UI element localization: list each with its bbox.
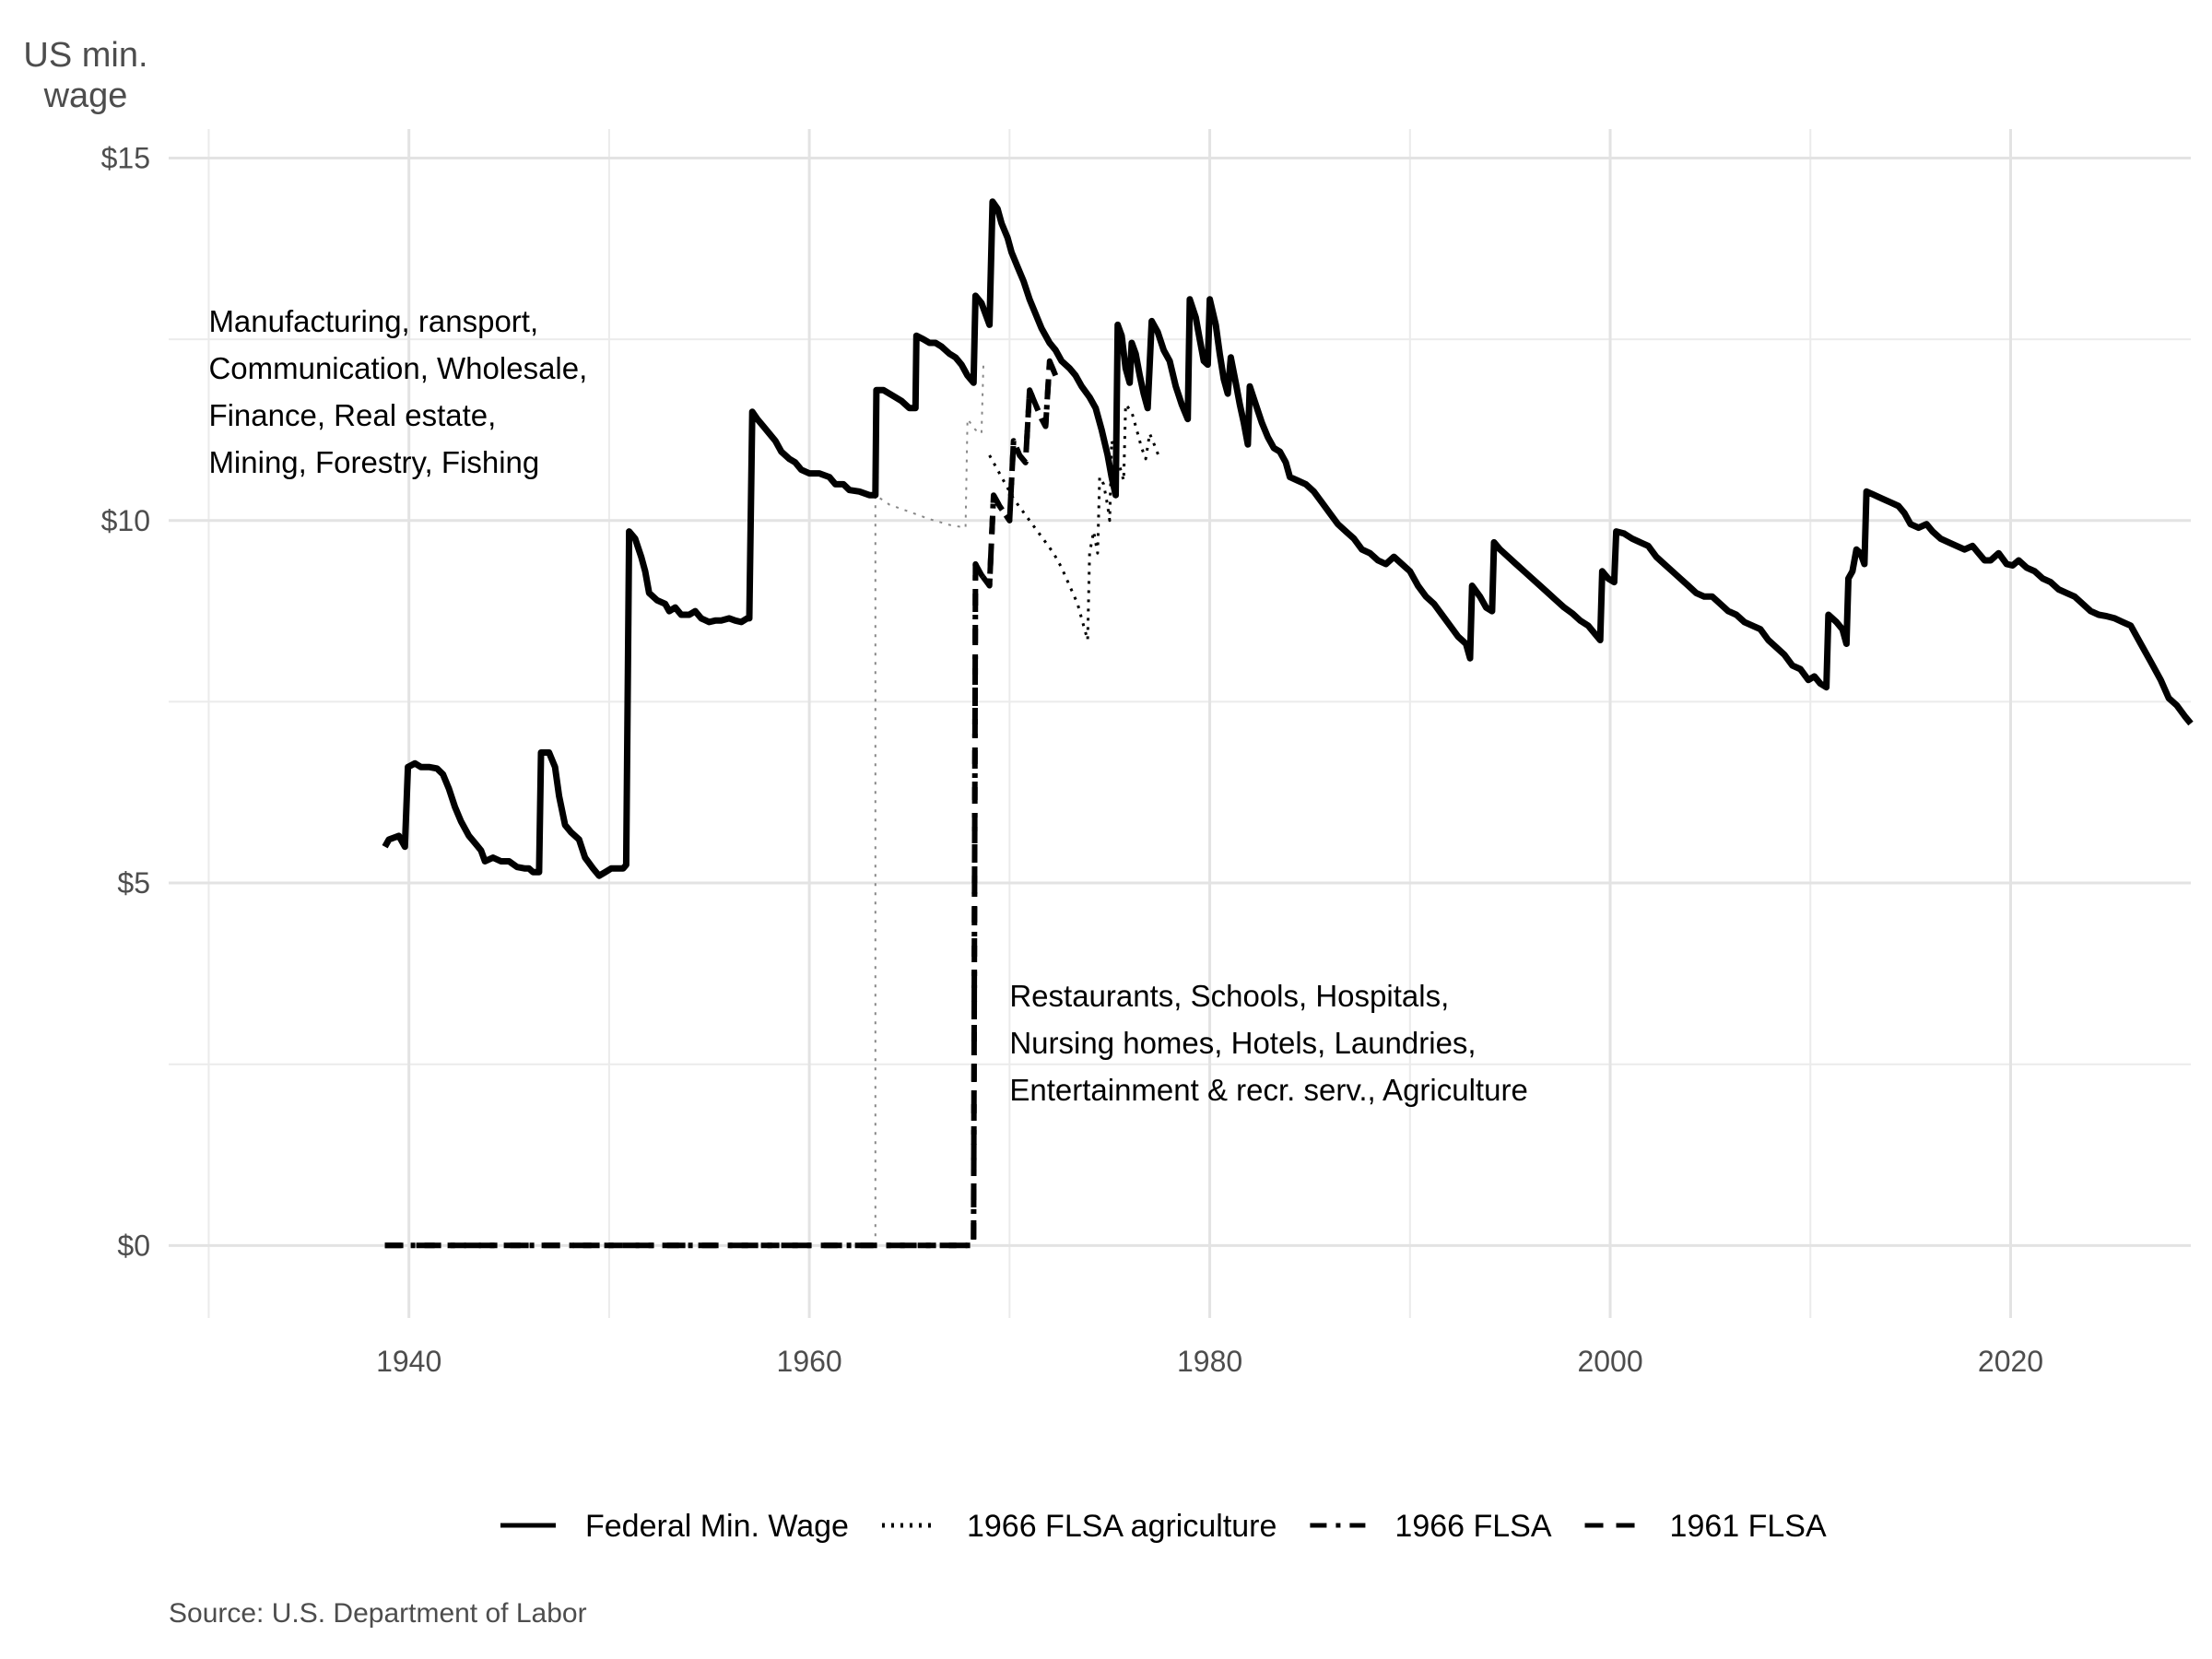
annotation-line: Mining, Forestry, Fishing [208,445,539,479]
series-line-1966-flsa [384,358,1059,1249]
annotations: Manufacturing, ransport, Communication, W… [208,304,1527,1107]
legend-label: 1966 FLSA agriculture [967,1509,1277,1544]
x-tick-label: 2020 [1978,1345,2043,1378]
annotation-line: Finance, Real estate, [208,398,496,432]
annotation-line: Restaurants, Schools, Hospitals, [1009,979,1449,1013]
y-tick-label: $15 [101,141,150,174]
x-tick-label: 1980 [1177,1345,1242,1378]
annotation-line: Communication, Wholesale, [208,351,587,385]
y-axis-label-line: wage [43,76,128,115]
y-axis-label: US min.wage [23,36,147,115]
series-layer [382,198,2194,1249]
annotation-line: Nursing homes, Hotels, Laundries, [1009,1026,1476,1060]
legend-label: 1961 FLSA [1670,1509,1827,1544]
series-line-federal-min-wage [382,198,2194,879]
series-line-1961-flsa [384,358,1059,1249]
coverage-trace-line [874,360,985,1246]
annotation-line: Entertainment & recr. serv., Agriculture [1009,1073,1527,1107]
annotation-line: Manufacturing, ransport, [208,304,538,338]
x-tick-label: 1940 [376,1345,441,1378]
y-tick-label: $10 [101,504,150,537]
x-tick-label: 2000 [1577,1345,1642,1378]
series-line-1966-flsa-agriculture [988,403,1161,641]
grid-minor [169,129,2191,1318]
y-axis-tick-labels: $0 $5 $10 $15 [101,141,150,1262]
x-tick-label: 1960 [777,1345,842,1378]
source-note: Source: U.S. Department of Labor [169,1598,587,1629]
legend: Federal Min. Wage 1966 FLSA agriculture 19… [500,1509,1827,1544]
y-axis-label-line: US min. [23,36,147,75]
x-axis-tick-labels: 1940 1960 1980 2000 2020 [376,1345,2043,1378]
y-tick-label: $5 [117,866,150,900]
y-tick-label: $0 [117,1229,150,1262]
legend-label: Federal Min. Wage [585,1509,849,1544]
legend-label: 1966 FLSA [1394,1509,1551,1544]
